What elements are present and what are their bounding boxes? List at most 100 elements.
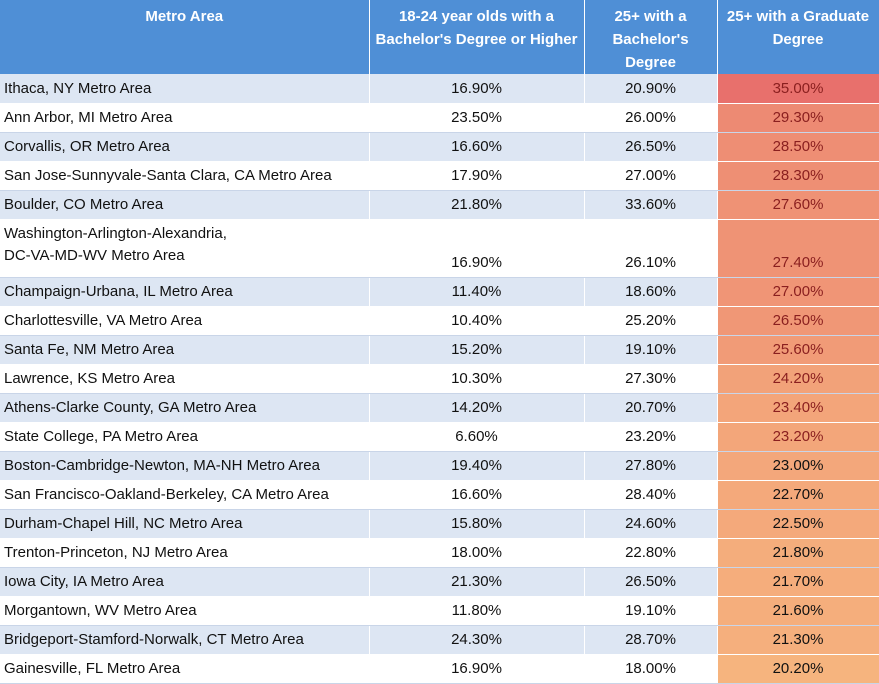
table-row: Lawrence, KS Metro Area 10.30% 27.30% 24.20… <box>0 364 879 394</box>
cell-adult-bachelor: 28.40% <box>584 480 718 510</box>
cell-graduate: 23.20% <box>717 422 879 452</box>
cell-metro-area: Athens-Clarke County, GA Metro Area <box>0 393 370 423</box>
table-body: Ithaca, NY Metro Area 16.90% 20.90% 35.00% A… <box>0 74 879 684</box>
cell-adult-bachelor: 18.00% <box>584 654 718 684</box>
cell-young-bachelor: 23.50% <box>369 103 585 133</box>
table-row: Iowa City, IA Metro Area 21.30% 26.50% 21.7… <box>0 567 879 597</box>
cell-young-bachelor: 10.30% <box>369 364 585 394</box>
table-row: Boston-Cambridge-Newton, MA-NH Metro Are… <box>0 451 879 481</box>
cell-adult-bachelor: 24.60% <box>584 509 718 539</box>
cell-graduate: 28.50% <box>717 132 879 162</box>
cell-adult-bachelor: 20.70% <box>584 393 718 423</box>
table-row: Boulder, CO Metro Area 21.80% 33.60% 27.60% <box>0 190 879 220</box>
cell-graduate: 27.00% <box>717 277 879 307</box>
cell-graduate: 23.00% <box>717 451 879 481</box>
cell-young-bachelor: 15.80% <box>369 509 585 539</box>
table-row: Washington-Arlington-Alexandria, DC-VA-MD… <box>0 219 879 278</box>
cell-young-bachelor: 16.60% <box>369 132 585 162</box>
cell-metro-area: Charlottesville, VA Metro Area <box>0 306 370 336</box>
cell-young-bachelor: 16.90% <box>369 74 585 104</box>
cell-young-bachelor: 16.90% <box>369 654 585 684</box>
header-young-bachelor: 18-24 year olds with a Bachelor's Degree… <box>369 0 585 74</box>
cell-graduate: 27.40% <box>717 219 879 278</box>
table-row: Champaign-Urbana, IL Metro Area 11.40% 18.… <box>0 277 879 307</box>
cell-metro-area: Boulder, CO Metro Area <box>0 190 370 220</box>
cell-young-bachelor: 21.80% <box>369 190 585 220</box>
table-row: Gainesville, FL Metro Area 16.90% 18.00% 20… <box>0 654 879 684</box>
cell-young-bachelor: 18.00% <box>369 538 585 568</box>
header-metro-area: Metro Area <box>0 0 370 74</box>
cell-adult-bachelor: 27.00% <box>584 161 718 191</box>
cell-adult-bachelor: 28.70% <box>584 625 718 655</box>
cell-graduate: 21.80% <box>717 538 879 568</box>
cell-graduate: 22.70% <box>717 480 879 510</box>
cell-young-bachelor: 17.90% <box>369 161 585 191</box>
table-row: Trenton-Princeton, NJ Metro Area 18.00% 22… <box>0 538 879 568</box>
header-row: Metro Area 18-24 year olds with a Bachel… <box>0 0 879 74</box>
cell-young-bachelor: 11.80% <box>369 596 585 626</box>
cell-adult-bachelor: 27.80% <box>584 451 718 481</box>
cell-young-bachelor: 14.20% <box>369 393 585 423</box>
cell-adult-bachelor: 26.50% <box>584 132 718 162</box>
cell-young-bachelor: 10.40% <box>369 306 585 336</box>
cell-metro-area: Ithaca, NY Metro Area <box>0 74 370 104</box>
cell-young-bachelor: 6.60% <box>369 422 585 452</box>
cell-metro-area: Ann Arbor, MI Metro Area <box>0 103 370 133</box>
table-row: Morgantown, WV Metro Area 11.80% 19.10% 21.… <box>0 596 879 626</box>
table-row: Bridgeport-Stamford-Norwalk, CT Metro Ar… <box>0 625 879 655</box>
cell-graduate: 21.30% <box>717 625 879 655</box>
cell-young-bachelor: 16.90% <box>369 219 585 278</box>
cell-adult-bachelor: 20.90% <box>584 74 718 104</box>
cell-young-bachelor: 21.30% <box>369 567 585 597</box>
cell-metro-area: Boston-Cambridge-Newton, MA-NH Metro Are… <box>0 451 370 481</box>
cell-metro-area: San Francisco-Oakland-Berkeley, CA Metro… <box>0 480 370 510</box>
table-row: Ithaca, NY Metro Area 16.90% 20.90% 35.00% <box>0 74 879 104</box>
cell-metro-area: Washington-Arlington-Alexandria, DC-VA-MD… <box>0 219 370 278</box>
table-row: San Francisco-Oakland-Berkeley, CA Metro… <box>0 480 879 510</box>
table-row: San Jose-Sunnyvale-Santa Clara, CA Metro… <box>0 161 879 191</box>
cell-metro-area-line1: Washington-Arlington-Alexandria, <box>4 224 227 242</box>
cell-young-bachelor: 15.20% <box>369 335 585 365</box>
header-adult-bachelor: 25+ with a Bachelor's Degree <box>584 0 718 74</box>
cell-metro-area: Santa Fe, NM Metro Area <box>0 335 370 365</box>
cell-metro-area: Bridgeport-Stamford-Norwalk, CT Metro Ar… <box>0 625 370 655</box>
table-row: Corvallis, OR Metro Area 16.60% 26.50% 28.5… <box>0 132 879 162</box>
cell-adult-bachelor: 19.10% <box>584 596 718 626</box>
cell-graduate: 21.70% <box>717 567 879 597</box>
cell-metro-area: Iowa City, IA Metro Area <box>0 567 370 597</box>
cell-graduate: 20.20% <box>717 654 879 684</box>
cell-graduate: 22.50% <box>717 509 879 539</box>
cell-metro-area: Lawrence, KS Metro Area <box>0 364 370 394</box>
cell-metro-area: Morgantown, WV Metro Area <box>0 596 370 626</box>
cell-adult-bachelor: 23.20% <box>584 422 718 452</box>
cell-graduate: 29.30% <box>717 103 879 133</box>
cell-metro-area: Champaign-Urbana, IL Metro Area <box>0 277 370 307</box>
cell-graduate: 27.60% <box>717 190 879 220</box>
table-row: Charlottesville, VA Metro Area 10.40% 25.2… <box>0 306 879 336</box>
cell-graduate: 24.20% <box>717 364 879 394</box>
table-row: Athens-Clarke County, GA Metro Area 14.20… <box>0 393 879 423</box>
cell-adult-bachelor: 19.10% <box>584 335 718 365</box>
cell-metro-area-line2: DC-VA-MD-WV Metro Area <box>4 246 185 264</box>
cell-adult-bachelor: 27.30% <box>584 364 718 394</box>
cell-adult-bachelor: 18.60% <box>584 277 718 307</box>
cell-graduate: 21.60% <box>717 596 879 626</box>
cell-adult-bachelor: 25.20% <box>584 306 718 336</box>
cell-adult-bachelor: 22.80% <box>584 538 718 568</box>
table-row: Santa Fe, NM Metro Area 15.20% 19.10% 25.60… <box>0 335 879 365</box>
cell-graduate: 35.00% <box>717 74 879 104</box>
cell-young-bachelor: 19.40% <box>369 451 585 481</box>
header-graduate: 25+ with a Graduate Degree <box>717 0 879 74</box>
cell-metro-area: Corvallis, OR Metro Area <box>0 132 370 162</box>
cell-adult-bachelor: 33.60% <box>584 190 718 220</box>
cell-adult-bachelor: 26.00% <box>584 103 718 133</box>
table-row: Durham-Chapel Hill, NC Metro Area 15.80% 2… <box>0 509 879 539</box>
cell-graduate: 23.40% <box>717 393 879 423</box>
cell-metro-area: Durham-Chapel Hill, NC Metro Area <box>0 509 370 539</box>
cell-graduate: 25.60% <box>717 335 879 365</box>
cell-graduate: 26.50% <box>717 306 879 336</box>
cell-young-bachelor: 11.40% <box>369 277 585 307</box>
table-row: State College, PA Metro Area 6.60% 23.20% 2… <box>0 422 879 452</box>
cell-adult-bachelor: 26.50% <box>584 567 718 597</box>
cell-metro-area: Gainesville, FL Metro Area <box>0 654 370 684</box>
